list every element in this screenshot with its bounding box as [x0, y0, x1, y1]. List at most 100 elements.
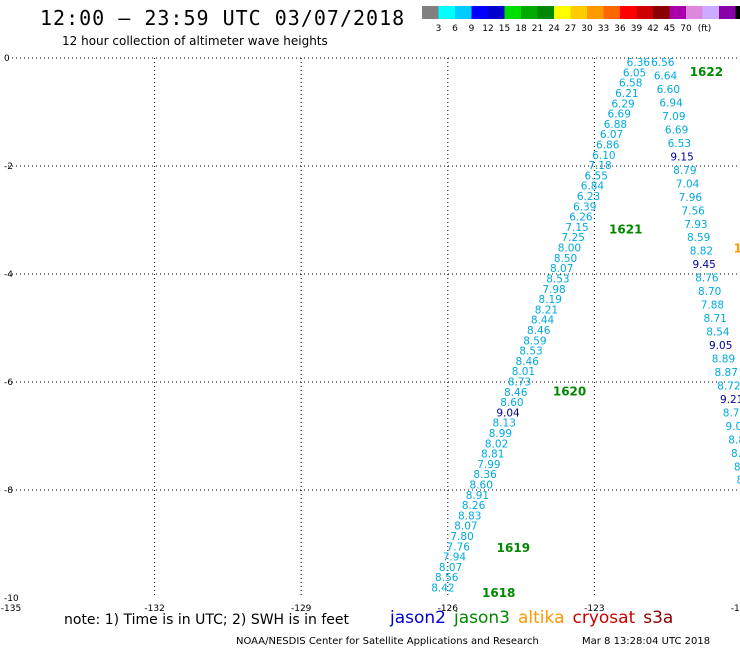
- wave-height-value: 8.73: [508, 376, 531, 388]
- colorbar-label: 70: [680, 24, 692, 34]
- wave-height-value: 8.07: [454, 521, 477, 533]
- colorbar-label: 45: [664, 24, 675, 34]
- colorbar-label: 30: [581, 24, 593, 34]
- wave-height-value: 7.76: [447, 541, 471, 553]
- x-tick-label: -126: [438, 604, 459, 614]
- wave-height-value: 8.90: [734, 461, 740, 473]
- satellite-s3a: s3a: [643, 608, 674, 628]
- color-swatch: [570, 6, 587, 19]
- wave-height-value: 6.53: [668, 138, 691, 150]
- wave-height-value: 6.39: [573, 201, 596, 213]
- y-tick-label: -2: [4, 162, 13, 172]
- wave-height-value: 8.56: [435, 572, 459, 584]
- colorbar-label: 36: [614, 24, 626, 34]
- wave-height-value: 8.53: [519, 346, 542, 358]
- y-tick-label: 0: [4, 54, 10, 64]
- y-tick-label: -8: [4, 486, 13, 496]
- wave-height-value: 7.94: [443, 552, 467, 564]
- wave-height-value: 8.91: [466, 490, 489, 502]
- wave-height-value: 8.70: [698, 286, 721, 298]
- color-swatch: [620, 6, 637, 19]
- wave-height-value: 6.69: [608, 109, 631, 121]
- wave-height-value: 8.07: [439, 562, 462, 574]
- wave-height-value: 8.50: [554, 253, 577, 265]
- color-swatch: [636, 6, 653, 19]
- colorbar-label: 6: [452, 24, 458, 34]
- wave-height-value: 6.94: [659, 98, 683, 110]
- wave-height-value: 8.46: [504, 387, 528, 399]
- wave-height-value: 7.56: [681, 205, 705, 217]
- color-swatch: [537, 6, 554, 19]
- wave-height-value: 6.05: [623, 67, 646, 79]
- footer-note: note: 1) Time is in UTC; 2) SWH is in fe…: [64, 612, 350, 628]
- wave-height-value: 8.13: [493, 418, 516, 430]
- wave-height-value: 8.43: [737, 475, 740, 487]
- wave-height-value: 8.54: [706, 327, 730, 339]
- color-swatch: [455, 6, 472, 19]
- wave-height-value: 6.84: [581, 181, 605, 193]
- y-tick-label: -6: [4, 378, 13, 388]
- wave-height-value: 9.15: [670, 151, 693, 163]
- satellite-jason2: jason2: [390, 608, 446, 628]
- satellite-altika: altika: [518, 608, 565, 628]
- wave-height-value: 8.53: [546, 273, 569, 285]
- wave-height-value: 6.55: [585, 170, 608, 182]
- satellite-jason3: jason3: [454, 608, 510, 628]
- wave-height-value: 6.29: [611, 98, 634, 110]
- wave-height-value: 6.88: [604, 119, 627, 131]
- wave-height-value: 6.56: [651, 57, 675, 69]
- pass-number-label: 1408: [734, 241, 740, 255]
- wave-height-value: 8.81: [481, 449, 504, 461]
- wave-height-value: 7.09: [662, 111, 685, 123]
- wave-height-value: 7.96: [679, 192, 703, 204]
- wave-height-value: 8.46: [527, 325, 551, 337]
- colorbar-label: 9: [469, 24, 475, 34]
- wave-height-value: 9.45: [692, 259, 715, 271]
- wave-height-value: 7.93: [684, 219, 707, 231]
- color-swatch: [504, 6, 521, 19]
- color-swatch: [554, 6, 571, 19]
- wave-height-value: 8.82: [728, 434, 740, 446]
- wave-height-value: 7.18: [588, 160, 611, 172]
- wave-height-value: 6.58: [619, 78, 642, 90]
- satellite-legend: jason2 jason3 altika cryosat s3a: [390, 608, 681, 628]
- colorbar-label: 24: [548, 24, 560, 34]
- color-scale-legend: 3 6 9 12 15 18 21 24 27 30 33 36 39 42 45 70 (ft): [422, 6, 740, 34]
- colorbar-label: 12: [482, 24, 493, 34]
- pass-number-label: 1619: [497, 541, 530, 555]
- wave-height-value: 6.69: [665, 124, 688, 136]
- color-swatch: [422, 6, 439, 19]
- colorbar-label: 3: [436, 24, 442, 34]
- wave-height-value: 8.36: [473, 469, 497, 481]
- chart-subtitle: 12 hour collection of altimeter wave hei…: [62, 34, 328, 48]
- wave-height-value: 6.60: [657, 84, 680, 96]
- footer-date: Mar 8 13:28:04 UTC 2018: [582, 636, 711, 647]
- colorbar-label: 18: [515, 24, 527, 34]
- wave-height-value: 8.19: [539, 294, 562, 306]
- wave-height-value: 8.87: [715, 367, 738, 379]
- colorbar-label: 15: [499, 24, 510, 34]
- color-swatch: [719, 6, 736, 19]
- color-swatch: [587, 6, 604, 19]
- x-tick-label: -135: [1, 604, 21, 614]
- pass-number-label: 1622: [690, 65, 723, 79]
- wave-height-value: 8.46: [516, 356, 540, 368]
- wave-height-value: 8.60: [470, 479, 493, 491]
- wave-height-value: 8.60: [500, 397, 523, 409]
- chart-title: 12:00 – 23:59 UTC 03/07/2018: [40, 6, 406, 30]
- wave-height-value: 8.82: [690, 246, 713, 258]
- wave-height-value: 8.44: [531, 315, 555, 327]
- wave-height-value: 8.59: [523, 335, 546, 347]
- wave-height-value: 6.64: [654, 71, 678, 83]
- x-tick-label: -132: [144, 604, 164, 614]
- pass-number-label: 1621: [609, 223, 642, 237]
- wave-height-value: 8.01: [512, 366, 535, 378]
- colorbar-label: 33: [598, 24, 609, 34]
- colorbar-label: 27: [565, 24, 576, 34]
- wave-height-value: 8.79: [673, 165, 696, 177]
- colorbar-label: 42: [647, 24, 658, 34]
- color-swatch: [438, 6, 455, 19]
- color-swatch: [603, 6, 620, 19]
- color-swatch: [653, 6, 670, 19]
- wave-height-value: 8.76: [695, 273, 719, 285]
